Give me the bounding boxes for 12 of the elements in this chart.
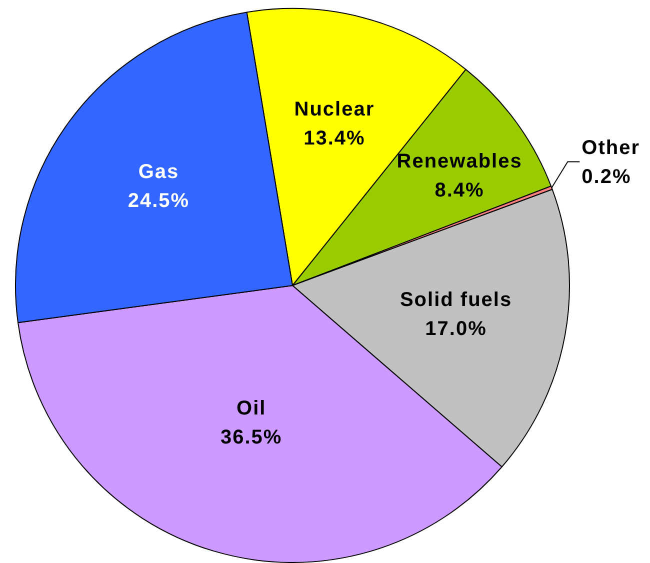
- data-label: 17.0%: [425, 318, 487, 340]
- data-label: 0.2%: [582, 166, 632, 188]
- data-label: 24.5%: [128, 190, 190, 212]
- data-label: 36.5%: [220, 426, 282, 449]
- data-label: 13.4%: [304, 128, 366, 150]
- slice-label: Renewables: [396, 150, 522, 173]
- slice-label: Oil: [236, 398, 266, 420]
- slice-label: Gas: [138, 160, 180, 183]
- slice-label: Nuclear: [294, 98, 375, 121]
- data-label: 8.4%: [434, 180, 484, 202]
- slice-label: Other: [582, 136, 640, 159]
- slice-label: Solid fuels: [400, 289, 512, 312]
